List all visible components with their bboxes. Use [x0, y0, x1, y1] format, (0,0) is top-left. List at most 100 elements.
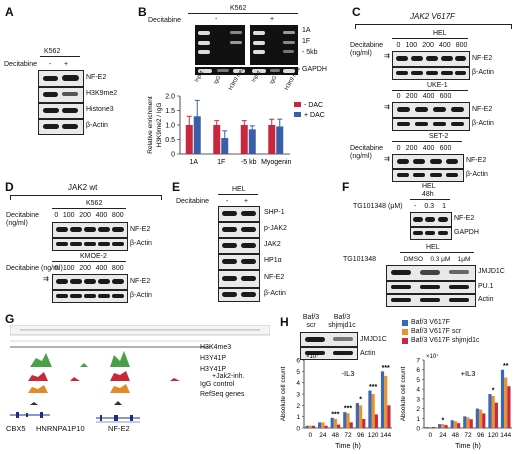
row-label: p-JAK2: [264, 225, 287, 232]
lane-label: Baf/3 scr: [302, 314, 320, 329]
bar: [343, 412, 347, 428]
bracket: [355, 24, 512, 29]
row-label: β-Actin: [472, 120, 494, 127]
condition-plus: +: [244, 198, 249, 205]
gene-label: NF-E2: [108, 424, 130, 433]
dose-label: 600: [439, 93, 452, 100]
significance-marker: ***: [369, 384, 377, 391]
cell-line-label: K562: [230, 5, 247, 12]
panel-label-h: H: [280, 315, 289, 329]
legend-label: Baf/3 V617F shjmjd1c: [411, 336, 480, 344]
cell-line-label: HEL: [433, 30, 447, 37]
dose-label: 400: [422, 93, 435, 100]
x-tick-label: 120: [368, 432, 379, 439]
divider: [188, 13, 298, 14]
significance-marker: *: [441, 418, 444, 425]
condition-minus: -: [226, 198, 229, 205]
bar: [507, 386, 511, 428]
x-tick-label: -5 kb: [241, 159, 257, 166]
legend-swatch: [402, 337, 408, 344]
y-tick-label: 4: [296, 380, 300, 387]
bar: [450, 420, 454, 428]
arrow-icon: ⇉: [384, 104, 390, 111]
x-tick-label: 24: [439, 432, 447, 439]
bar: [276, 126, 284, 154]
dose-row: 0 200 400 600: [394, 145, 454, 152]
y-tick-label: 0.5: [165, 137, 175, 144]
row-label: 1F: [302, 38, 311, 45]
x-tick-label: 96: [477, 432, 485, 439]
row-label: PU.1: [478, 283, 494, 290]
genome-browser: [10, 325, 270, 423]
dose-label: 0.3: [424, 203, 435, 210]
bar: [324, 425, 328, 428]
gel-gapdh: [195, 67, 298, 75]
dose-label: 200: [405, 145, 418, 152]
bar: [362, 418, 366, 428]
dose-label: 1μM: [457, 256, 471, 263]
dose-label: 0: [54, 212, 59, 219]
panel-title: JAK2 V617F: [410, 12, 455, 21]
lane-label: Baf/3 shjmjd1c: [328, 314, 356, 329]
blot-nfe2: [392, 154, 464, 169]
blot-row: [218, 222, 260, 238]
bar: [491, 395, 495, 428]
row-label: GAPDH: [454, 229, 479, 236]
y-axis-label: Relative enrichment: [147, 96, 154, 154]
treatment-label: Decitabine (ng/ml): [6, 212, 40, 227]
dose-label: 800: [111, 212, 124, 219]
dose-row: 0 100 200 400 800: [52, 265, 126, 272]
row-label: SHP-1: [264, 209, 285, 216]
legend-swatch: [402, 328, 408, 335]
lane-label: IgG: [268, 74, 279, 86]
row-label: HP1α: [264, 257, 282, 264]
bar: [349, 422, 353, 428]
y-tick-label: 1.0: [165, 123, 175, 130]
significance-marker: *: [492, 388, 495, 395]
y-tick-label: 5: [416, 377, 420, 384]
divider: [218, 194, 258, 195]
dose-label: -: [414, 203, 417, 210]
row-label: NF-E2: [466, 157, 487, 164]
blot-pu1: [386, 281, 476, 294]
x-tick-label: 1A: [189, 159, 198, 166]
row-label: Actin: [360, 350, 376, 357]
divider: [392, 90, 468, 91]
y-tick-label: 4: [416, 387, 420, 394]
dose-row: 0 100 200 400 800: [52, 212, 126, 219]
blot-nfe2: [392, 51, 470, 67]
bar: [428, 427, 432, 428]
blot-beta-actin: [392, 67, 470, 80]
legend-swatch: [402, 319, 408, 326]
blot-nfe2: [52, 274, 128, 290]
row-label: NF-E2: [130, 278, 151, 285]
bar: [463, 416, 467, 428]
panel-label-c: C: [352, 5, 361, 19]
dose-label: 200: [79, 265, 91, 272]
y-tick-label: 6: [416, 367, 420, 374]
panel-title: JAK2 wt: [68, 183, 98, 192]
significance-marker: *: [359, 397, 362, 404]
panel-label-d: D: [5, 180, 14, 194]
bar: [438, 424, 442, 428]
y-axis-label: Absolute cell count: [280, 367, 287, 422]
blot-nfe2: [38, 70, 84, 87]
divider: [392, 141, 462, 142]
y-tick-label: 2: [416, 406, 420, 413]
track-label: RefSeq genes: [200, 391, 245, 398]
bar: [466, 417, 470, 428]
blot-histone3: [38, 103, 84, 119]
y-axis-label: H3K9me2 / IgG: [156, 103, 163, 148]
bar: [346, 413, 350, 428]
x-axis-label: Time (h): [335, 443, 361, 450]
cell-line-label: HEL: [422, 183, 436, 190]
row-label: H3K9me2: [86, 90, 118, 97]
divider: [400, 252, 474, 253]
x-tick-label: Myogenin: [261, 159, 291, 166]
row-label: NF-E2: [130, 226, 151, 233]
annotation: +Jak2-inh.: [212, 373, 245, 380]
y-tick-label: 3: [416, 396, 420, 403]
cell-line-label: SET-2: [429, 133, 449, 140]
bar: [488, 394, 492, 428]
y-tick-label: 7: [416, 358, 420, 365]
